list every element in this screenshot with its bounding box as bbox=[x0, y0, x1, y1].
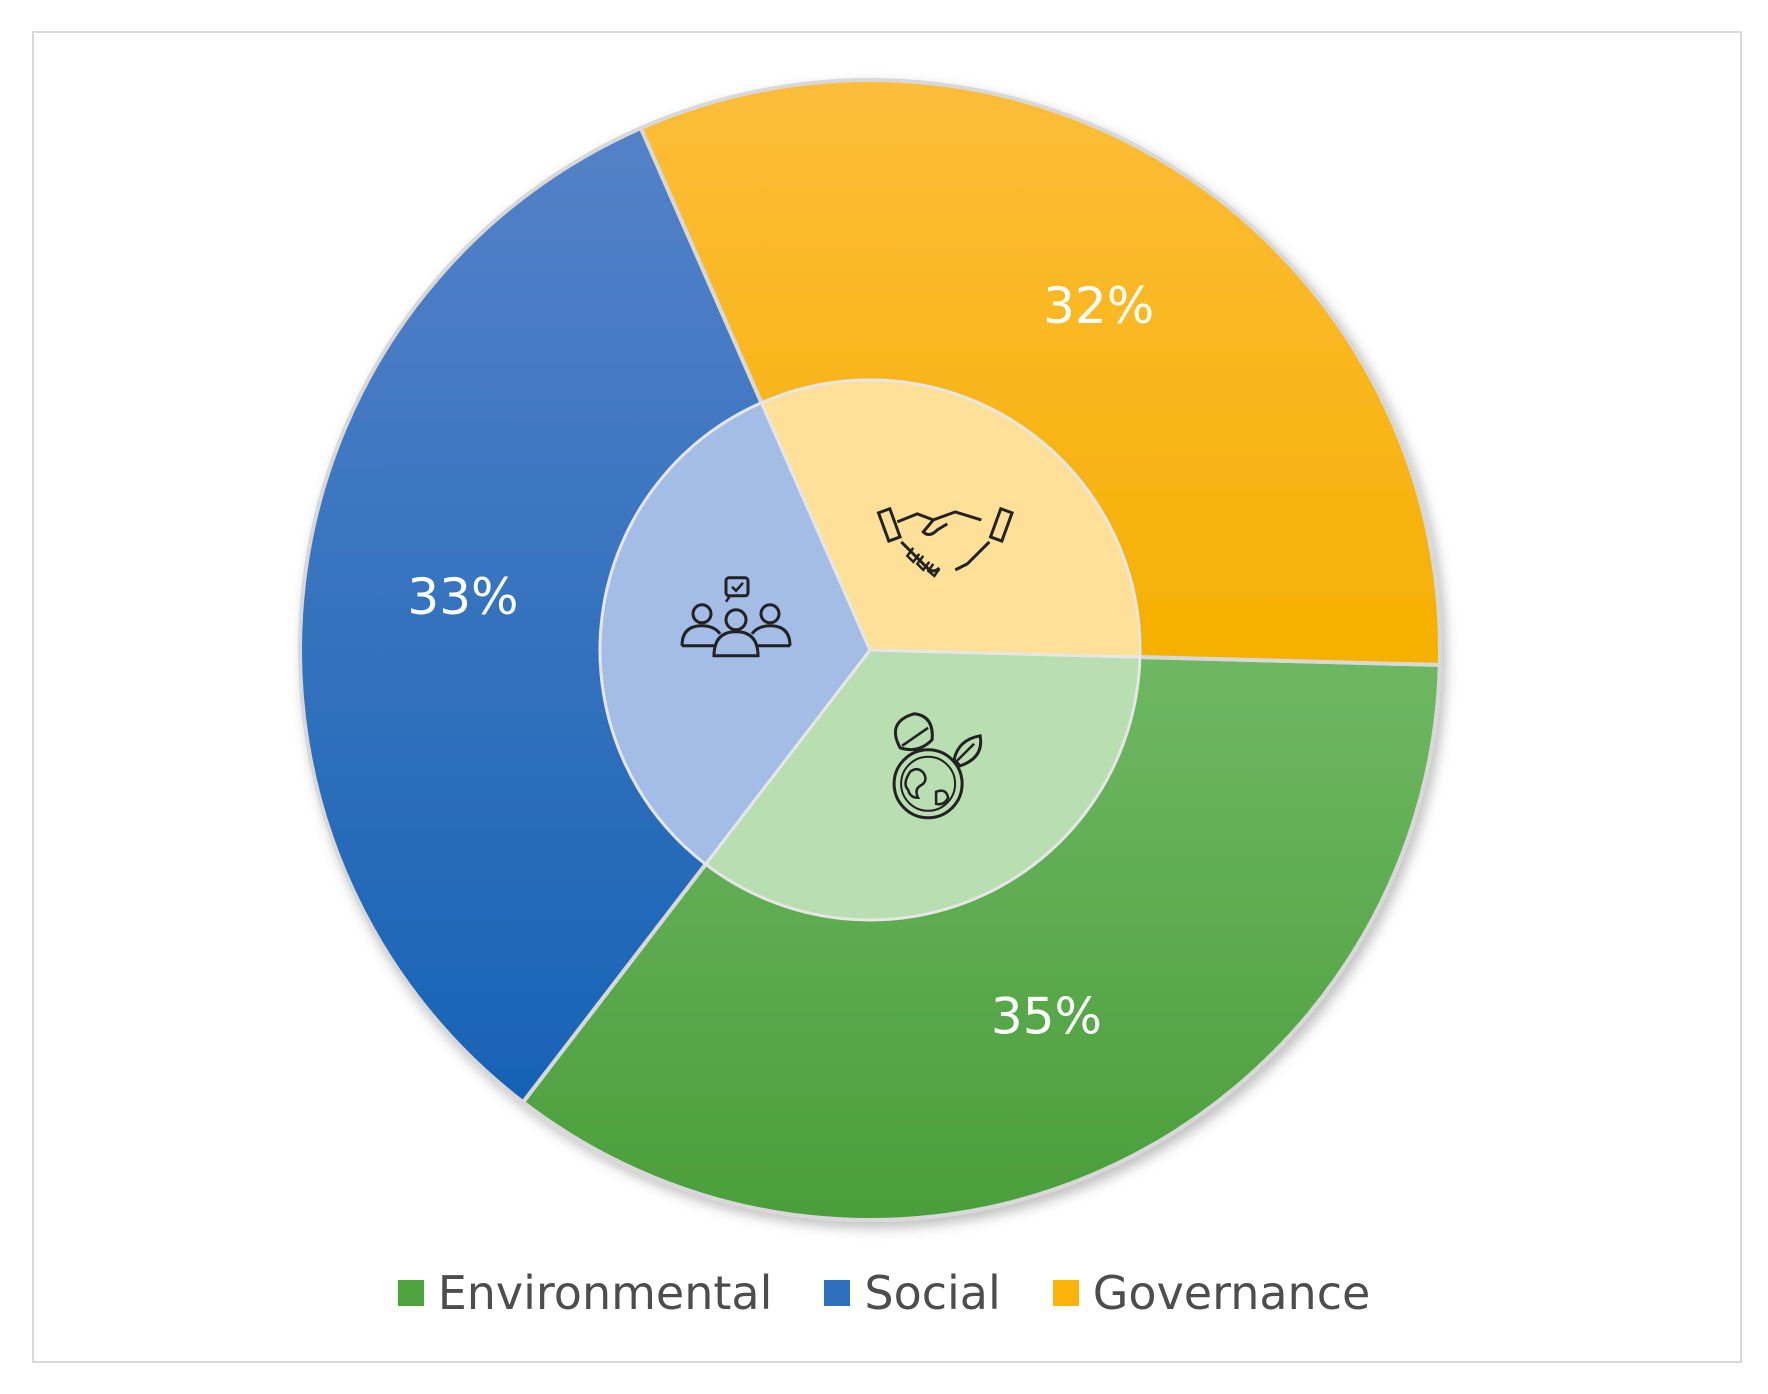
inner-segment-governance bbox=[759, 378, 1142, 659]
legend-item-environmental: Environmental bbox=[397, 1266, 773, 1320]
legend-label: Governance bbox=[1092, 1266, 1371, 1320]
legend-label: Environmental bbox=[437, 1266, 773, 1320]
pie-slice-environmental bbox=[520, 647, 1442, 1222]
legend-label: Social bbox=[864, 1266, 1001, 1320]
legend-swatch bbox=[1052, 1280, 1079, 1306]
data-label-governance: 32% bbox=[1043, 277, 1154, 335]
legend-item-social: Social bbox=[824, 1266, 1001, 1320]
people-group-icon bbox=[680, 576, 792, 658]
pie-slice-social bbox=[298, 125, 873, 1106]
inner-segment-social bbox=[598, 400, 872, 867]
globe-leaves-icon bbox=[892, 712, 983, 820]
chart-legend: Environmental Social Governance bbox=[0, 1263, 1768, 1323]
handshake-icon bbox=[876, 506, 1014, 578]
legend-swatch bbox=[397, 1280, 424, 1306]
legend-item-governance: Governance bbox=[1052, 1266, 1371, 1320]
data-label-social: 33% bbox=[407, 568, 518, 626]
pie-chart: 35% 33% 32% bbox=[298, 78, 1442, 1222]
legend-swatch bbox=[824, 1280, 851, 1306]
data-label-environmental: 35% bbox=[991, 988, 1102, 1046]
